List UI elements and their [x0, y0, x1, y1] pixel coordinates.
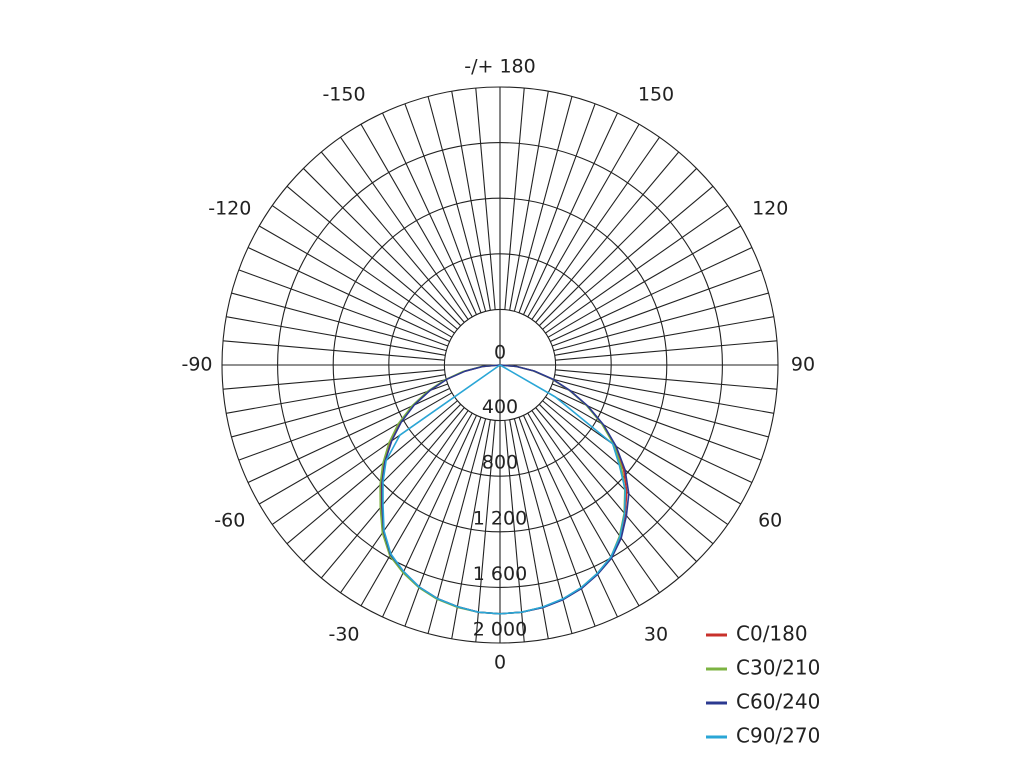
angle-grid-line	[547, 225, 742, 338]
angle-grid-line	[451, 91, 491, 311]
radial-tick-label: 1 600	[473, 563, 527, 585]
angle-grid-line	[427, 418, 487, 634]
angle-grid-line	[303, 168, 462, 327]
radial-tick-label: 400	[482, 396, 518, 418]
angle-grid-line	[475, 420, 496, 642]
angle-grid-line	[223, 340, 445, 361]
radial-tick-label: 2 000	[473, 619, 527, 641]
angle-grid-line	[552, 269, 762, 347]
angle-grid-line	[518, 417, 596, 627]
legend: C0/180 C30/210 C60/240 C90/270	[706, 622, 820, 748]
angle-grid-line	[360, 123, 473, 318]
angle-label: -90	[181, 354, 212, 376]
angle-grid-line	[545, 205, 729, 334]
angle-grid-line	[451, 419, 491, 639]
angle-grid-line	[271, 205, 455, 334]
angle-grid-line	[522, 112, 618, 315]
angle-grid-line	[320, 151, 465, 323]
angle-grid-line	[504, 88, 525, 310]
angle-grid-line	[531, 410, 660, 594]
angle-label: 90	[791, 354, 815, 376]
angle-grid-line	[360, 412, 473, 607]
angle-grid-line	[320, 407, 465, 579]
angle-grid-line	[553, 378, 769, 438]
angle-label: 30	[644, 624, 668, 646]
angle-grid-line	[223, 369, 445, 390]
angle-grid-line	[247, 387, 450, 483]
angle-label: -150	[322, 83, 365, 105]
angle-grid-line	[535, 407, 680, 579]
radial-tick-label: 1 200	[473, 507, 527, 529]
angle-grid-line	[427, 96, 487, 312]
legend-label: C60/240	[736, 690, 820, 714]
angle-grid-line	[522, 415, 618, 618]
angle-grid-line	[382, 112, 478, 315]
angle-grid-line	[527, 412, 640, 607]
angle-grid-line	[382, 415, 478, 618]
angle-grid-line	[475, 88, 496, 310]
legend-item: C0/180	[706, 622, 808, 646]
angle-grid-line	[286, 185, 458, 330]
axis-labels: -/+ 180 150 120 90 60 30 0 -30 -60 -90 -120 -150 0 40…	[181, 56, 815, 674]
angle-grid-line	[404, 417, 482, 627]
angle-label: -120	[208, 198, 251, 220]
angle-grid-line	[247, 247, 450, 343]
angle-grid-line	[226, 316, 446, 356]
legend-item: C60/240	[706, 690, 820, 714]
angle-label: -30	[328, 624, 359, 646]
angle-grid-line	[238, 383, 448, 461]
angle-grid-line	[226, 374, 446, 414]
angle-grid-line	[538, 403, 697, 562]
angle-label: 150	[638, 83, 674, 105]
angle-grid-line	[286, 400, 458, 545]
angle-grid-line	[555, 340, 777, 361]
angle-grid-line	[340, 136, 469, 320]
angle-grid-line	[527, 123, 640, 318]
legend-item: C90/270	[706, 724, 820, 748]
legend-label: C0/180	[736, 622, 808, 646]
legend-label: C90/270	[736, 724, 820, 748]
angle-grid-line	[513, 418, 573, 634]
angle-label: 0	[494, 652, 506, 674]
series-line-c90-270	[382, 364, 627, 615]
angle-grid-line	[231, 292, 447, 352]
angle-grid-line	[513, 96, 573, 312]
angle-grid-line	[509, 419, 549, 639]
angle-grid-line	[509, 91, 549, 311]
angle-grid-line	[555, 369, 777, 390]
angle-grid-line	[535, 151, 680, 323]
angle-label: -60	[214, 510, 245, 532]
angle-grid-line	[531, 136, 660, 320]
angle-grid-line	[404, 103, 482, 313]
angle-grid-line	[518, 103, 596, 313]
angle-grid-line	[554, 316, 774, 356]
angle-grid-line	[542, 185, 714, 330]
angle-grid-line	[550, 387, 753, 483]
radial-tick-label: 800	[482, 452, 518, 474]
intensity-curves	[379, 364, 630, 615]
angle-grid-line	[550, 247, 753, 343]
angle-grid-line	[504, 420, 525, 642]
angle-grid-line	[554, 374, 774, 414]
angle-grid-line	[258, 225, 453, 338]
radial-tick-label: 0	[494, 342, 506, 364]
angle-grid-line	[340, 410, 469, 594]
angle-grid-line	[547, 392, 742, 505]
polar-grid	[221, 86, 779, 644]
angle-label: -/+ 180	[464, 56, 535, 78]
angle-label: 120	[752, 198, 788, 220]
angle-grid-line	[542, 400, 714, 545]
angle-grid-line	[553, 292, 769, 352]
angle-grid-line	[545, 396, 729, 525]
legend-label: C30/210	[736, 656, 820, 680]
angle-grid-line	[538, 168, 697, 327]
angle-grid-line	[552, 383, 762, 461]
angle-grid-line	[258, 392, 453, 505]
angle-label: 60	[758, 510, 782, 532]
angle-grid-line	[231, 378, 447, 438]
legend-item: C30/210	[706, 656, 820, 680]
angle-grid-line	[238, 269, 448, 347]
